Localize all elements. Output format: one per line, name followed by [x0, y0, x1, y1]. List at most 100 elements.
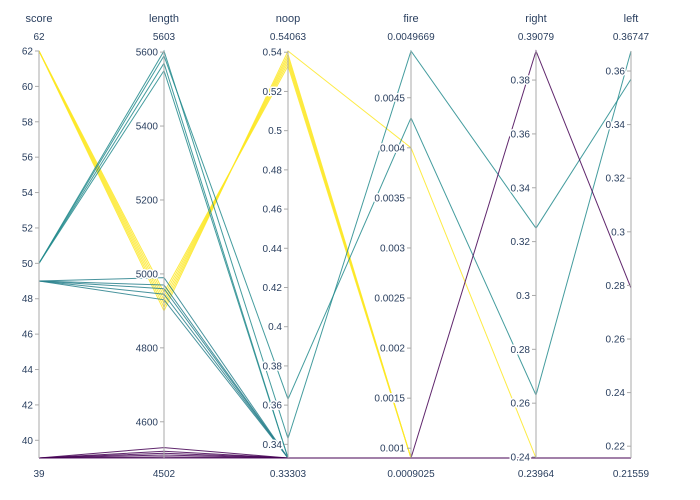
record-line-8 — [38, 62, 631, 459]
tick-label-halo-fire-7: 0.0045 — [374, 93, 405, 104]
tick-label-length-4: 5400 — [136, 122, 159, 133]
tick-label-right-7: 0.38 — [511, 76, 531, 87]
tick-label-fire-0: 0.001 — [380, 444, 405, 455]
tick-label-halo-score-1: 42 — [22, 400, 34, 411]
record-line-13 — [38, 280, 631, 459]
tick-label-halo-fire-2: 0.002 — [380, 344, 405, 355]
tick-label-right-5: 0.34 — [511, 183, 531, 194]
tick-label-score-1: 42 — [22, 400, 34, 411]
tick-label-halo-noop-4: 0.42 — [263, 283, 283, 294]
tick-label-score-11: 62 — [22, 47, 34, 58]
axis-min-label-right: 0.23964 — [518, 469, 555, 480]
tick-label-halo-right-2: 0.28 — [511, 345, 531, 356]
polylines-layer — [38, 49, 632, 459]
tick-label-halo-length-3: 5200 — [136, 195, 159, 206]
tick-label-noop-6: 0.46 — [263, 205, 283, 216]
tick-label-halo-right-3: 0.3 — [516, 291, 530, 302]
tick-label-left-1: 0.24 — [606, 388, 626, 399]
tick-label-score-2: 44 — [22, 365, 34, 376]
tick-label-score-7: 54 — [22, 188, 34, 199]
axis-title-noop: noop — [276, 13, 300, 25]
tick-label-halo-left-3: 0.28 — [606, 281, 626, 292]
tick-label-halo-score-8: 56 — [22, 153, 34, 164]
tick-label-noop-4: 0.42 — [263, 283, 283, 294]
tick-label-score-3: 46 — [22, 330, 34, 341]
record-line-14 — [38, 280, 631, 459]
tick-label-halo-fire-5: 0.0035 — [374, 193, 405, 204]
tick-label-right-3: 0.3 — [516, 291, 530, 302]
tick-label-halo-right-0: 0.24 — [511, 453, 531, 464]
tick-label-halo-score-7: 54 — [22, 188, 34, 199]
tick-label-score-5: 50 — [22, 259, 34, 270]
tick-label-score-10: 60 — [22, 82, 34, 93]
tick-label-halo-fire-4: 0.003 — [380, 243, 405, 254]
tick-label-halo-score-4: 48 — [22, 294, 34, 305]
tick-label-right-4: 0.32 — [511, 237, 531, 248]
axis-title-score: score — [26, 13, 53, 25]
axis-min-label-fire: 0.0009025 — [387, 469, 435, 480]
tick-label-left-2: 0.26 — [606, 334, 626, 345]
tick-label-score-4: 48 — [22, 294, 34, 305]
tick-label-right-2: 0.28 — [511, 345, 531, 356]
tick-label-halo-noop-8: 0.5 — [268, 126, 282, 137]
tick-label-fire-2: 0.002 — [380, 344, 405, 355]
tick-label-halo-noop-3: 0.4 — [268, 322, 282, 333]
axis-max-label-score: 62 — [33, 32, 45, 43]
record-line-7 — [38, 50, 632, 401]
record-line-12 — [38, 280, 631, 459]
tick-label-noop-8: 0.5 — [268, 126, 282, 137]
tick-label-halo-length-1: 4800 — [136, 343, 159, 354]
tick-label-halo-right-1: 0.26 — [511, 399, 531, 410]
tick-label-length-3: 5200 — [136, 195, 159, 206]
tick-label-halo-length-5: 5600 — [136, 48, 159, 59]
axis-min-label-length: 4502 — [153, 469, 176, 480]
tick-label-noop-0: 0.34 — [263, 440, 283, 451]
record-line-6 — [38, 49, 632, 441]
axis-min-label-noop: 0.33303 — [270, 469, 307, 480]
tick-label-noop-7: 0.48 — [263, 165, 283, 176]
tick-label-halo-noop-2: 0.38 — [263, 361, 283, 372]
tick-label-halo-noop-7: 0.48 — [263, 165, 283, 176]
tick-label-halo-fire-3: 0.0025 — [374, 294, 405, 305]
tick-label-halo-length-0: 4600 — [136, 417, 159, 428]
axis-title-right: right — [525, 13, 546, 25]
axis-noop: noop0.540630.333030.340.340.360.360.380.… — [261, 13, 307, 480]
tick-label-halo-score-3: 46 — [22, 330, 34, 341]
tick-label-halo-fire-0: 0.001 — [380, 444, 405, 455]
tick-label-noop-1: 0.36 — [263, 401, 283, 412]
tick-label-right-0: 0.24 — [511, 453, 531, 464]
axis-max-label-right: 0.39079 — [518, 32, 555, 43]
tick-label-left-7: 0.36 — [606, 67, 626, 78]
tick-label-halo-score-10: 60 — [22, 82, 34, 93]
axis-title-fire: fire — [403, 13, 418, 25]
axis-min-label-score: 39 — [33, 469, 45, 480]
tick-label-score-0: 40 — [22, 436, 34, 447]
record-line-9 — [38, 69, 631, 459]
tick-label-halo-right-7: 0.38 — [511, 76, 531, 87]
tick-label-noop-3: 0.4 — [268, 322, 282, 333]
tick-label-length-1: 4800 — [136, 343, 159, 354]
tick-label-halo-noop-0: 0.34 — [263, 440, 283, 451]
tick-label-halo-left-0: 0.22 — [606, 442, 626, 453]
tick-label-halo-left-5: 0.32 — [606, 174, 626, 185]
tick-label-halo-left-4: 0.3 — [611, 227, 625, 238]
tick-label-halo-left-2: 0.26 — [606, 334, 626, 345]
tick-label-halo-noop-9: 0.52 — [263, 87, 283, 98]
tick-label-left-5: 0.32 — [606, 174, 626, 185]
tick-label-halo-fire-6: 0.004 — [380, 143, 405, 154]
tick-label-halo-right-4: 0.32 — [511, 237, 531, 248]
tick-label-halo-score-9: 58 — [22, 117, 34, 128]
tick-label-right-6: 0.36 — [511, 129, 531, 140]
tick-label-halo-noop-5: 0.44 — [263, 244, 283, 255]
tick-label-halo-score-5: 50 — [22, 259, 34, 270]
axis-max-label-noop: 0.54063 — [270, 32, 307, 43]
tick-label-halo-length-2: 5000 — [136, 269, 159, 280]
axis-max-label-length: 5603 — [153, 32, 176, 43]
tick-label-left-0: 0.22 — [606, 442, 626, 453]
axis-title-left: left — [624, 13, 639, 25]
tick-label-halo-score-11: 62 — [22, 47, 34, 58]
tick-label-score-8: 56 — [22, 153, 34, 164]
tick-label-length-0: 4600 — [136, 417, 159, 428]
tick-label-halo-right-5: 0.34 — [511, 183, 531, 194]
